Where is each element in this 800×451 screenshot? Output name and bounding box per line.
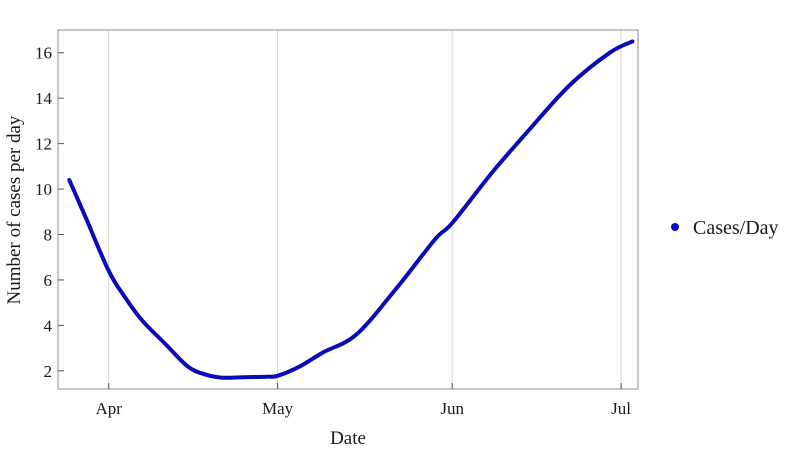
y-tick-label: 6	[44, 271, 53, 290]
x-tick-label: May	[262, 399, 294, 418]
x-tick-label: Apr	[95, 399, 122, 418]
y-tick-label: 10	[35, 180, 52, 199]
series-line-cases-per-day	[67, 39, 635, 380]
x-tick-label: Jul	[611, 399, 631, 418]
y-axis: 2 4 6 8 10 12 14 16	[35, 44, 64, 381]
y-tick-label: 14	[35, 89, 53, 108]
x-axis: Apr May Jun Jul	[95, 383, 631, 418]
y-axis-label: Number of cases per day	[4, 115, 25, 304]
y-tick-label: 2	[44, 362, 53, 381]
y-tick-label: 16	[35, 44, 52, 63]
x-axis-label: Date	[330, 428, 366, 449]
legend: Cases/Day	[671, 217, 779, 239]
y-tick-label: 8	[44, 225, 53, 244]
y-tick-label: 4	[44, 316, 53, 335]
legend-marker	[671, 223, 679, 231]
x-tick-label: Jun	[440, 399, 464, 418]
legend-label-cases-per-day: Cases/Day	[693, 217, 779, 239]
y-tick-label: 12	[35, 135, 52, 154]
grid-layer	[108, 30, 622, 389]
plot-frame	[57, 29, 639, 390]
